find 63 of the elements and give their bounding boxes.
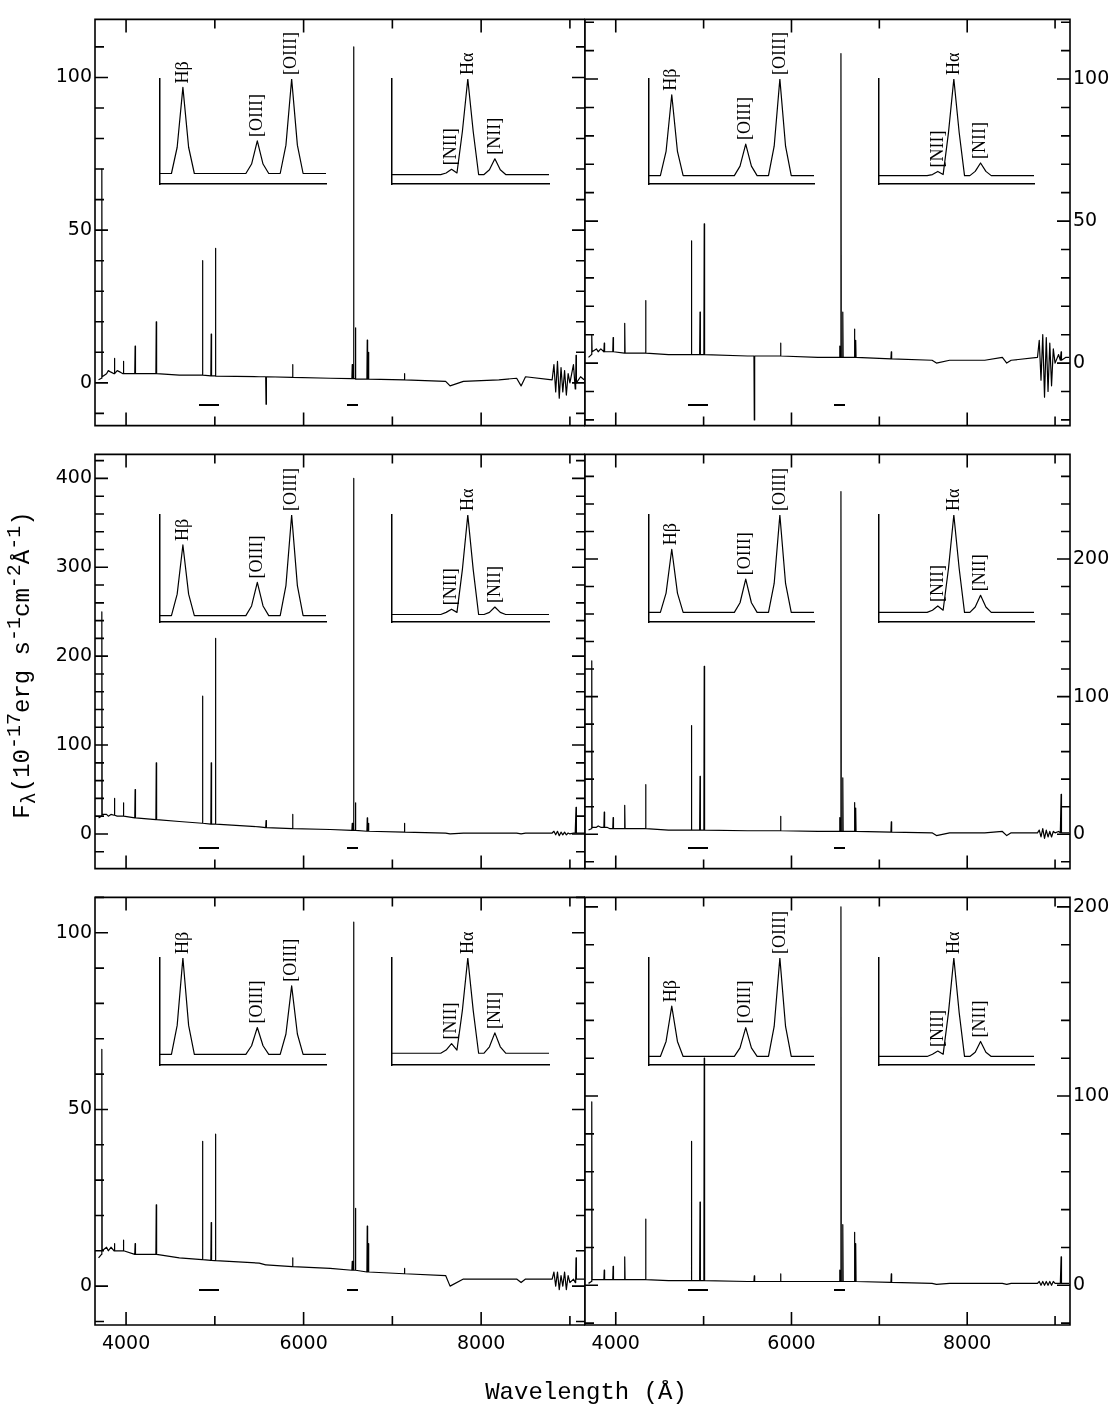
y-tick-label: 0: [1073, 350, 1086, 373]
annotation: [OIII]: [280, 31, 301, 75]
y-tick-label: 50: [1073, 208, 1098, 231]
y-tick-label: 0: [1073, 821, 1086, 844]
annotation: [OIII]: [245, 93, 266, 137]
annotation: Hβ: [660, 523, 681, 546]
annotation: [OIII]: [245, 535, 266, 579]
annotation: Hα: [942, 488, 963, 512]
annotation: [NII]: [483, 992, 504, 1030]
annotation: [NII]: [440, 568, 461, 606]
annotation: [OIII]: [245, 980, 266, 1024]
y-tick-label: 0: [79, 369, 92, 392]
annotation: Hα: [456, 931, 477, 955]
x-tick-label: 4000: [591, 1331, 640, 1354]
annotation: [OIII]: [734, 97, 755, 141]
y-tick-label: 100: [1073, 65, 1110, 88]
y-tick-label: 0: [1073, 1272, 1086, 1295]
annotation: [NII]: [926, 1010, 947, 1048]
x-tick-label: 6000: [767, 1331, 816, 1354]
annotation: [NII]: [440, 1002, 461, 1040]
y-tick-label: 0: [79, 820, 92, 843]
y-tick-label: 100: [55, 919, 92, 942]
annotation: [NII]: [969, 554, 990, 592]
annotation: [OIII]: [280, 938, 301, 982]
x-tick-label: 8000: [456, 1331, 506, 1354]
y-tick-label: 100: [1073, 1083, 1110, 1105]
annotation: Hβ: [171, 519, 192, 542]
annotation: [OIII]: [734, 980, 755, 1024]
annotation: Hβ: [660, 68, 681, 91]
y-tick-label: 100: [55, 64, 92, 87]
annotation: [NII]: [483, 117, 504, 155]
annotation: Hβ: [171, 61, 192, 84]
y-tick-label: 300: [55, 554, 92, 577]
y-tick-label: 200: [55, 643, 92, 666]
y-tick-label: 50: [67, 217, 92, 240]
annotation: [OIII]: [768, 911, 789, 955]
annotation: [OIII]: [768, 468, 789, 512]
annotation: [OIII]: [768, 31, 789, 75]
y-tick-label: 400: [55, 465, 92, 488]
y-tick-label: 50: [67, 1096, 92, 1119]
annotation: Hα: [942, 931, 963, 955]
x-axis-title: Wavelength (Å): [485, 1378, 687, 1406]
annotation: [NII]: [969, 121, 990, 159]
annotation: [NII]: [969, 1000, 990, 1038]
annotation: Hα: [942, 51, 963, 75]
annotation: [NII]: [926, 565, 947, 603]
annotation: [NII]: [483, 566, 504, 604]
x-tick-label: 8000: [943, 1331, 992, 1354]
x-tick-label: 6000: [279, 1331, 328, 1354]
y-tick-label: 100: [1073, 683, 1110, 706]
x-tick-label: 4000: [101, 1331, 151, 1354]
y-tick-label: 100: [55, 731, 92, 754]
y-tick-label: 200: [1073, 893, 1110, 916]
y-tick-label: 200: [1073, 545, 1110, 568]
annotation: Hβ: [660, 980, 681, 1003]
annotation: [OIII]: [734, 532, 755, 576]
y-tick-label: 0: [79, 1273, 92, 1296]
annotation: [NII]: [926, 130, 947, 168]
annotation: [OIII]: [280, 468, 301, 512]
annotation: Hα: [456, 488, 477, 512]
annotation: Hα: [456, 51, 477, 75]
annotation: [NII]: [440, 128, 461, 166]
annotation: Hβ: [171, 931, 192, 955]
